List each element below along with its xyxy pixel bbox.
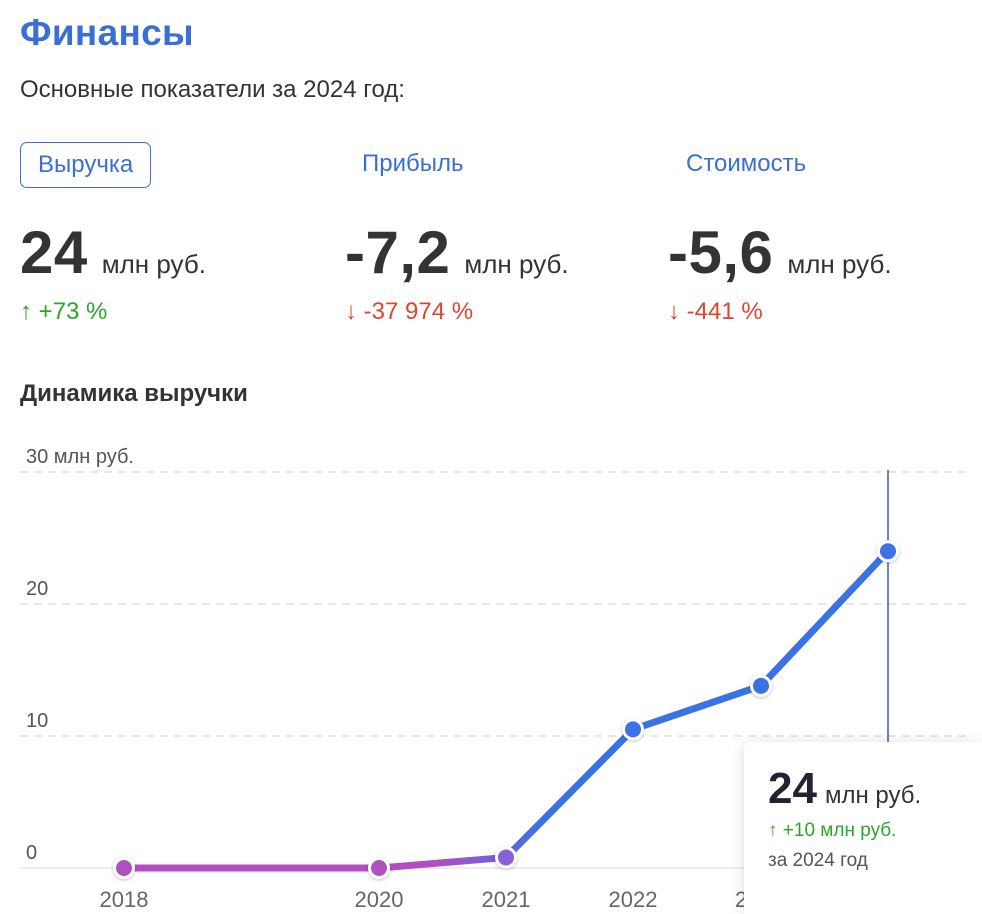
x-tick-label: 2018 — [100, 887, 149, 912]
data-point — [495, 846, 517, 869]
revenue-change-value: +73 % — [38, 298, 108, 325]
x-tick-label: 2020 — [355, 887, 404, 912]
page-subtitle: Основные показатели за 2024 год: — [20, 76, 405, 103]
value-unit: млн руб. — [787, 249, 892, 279]
series-line — [120, 547, 892, 872]
revenue-metric: 24 млн руб. — [20, 218, 206, 287]
tab-value[interactable]: Стоимость — [686, 150, 807, 177]
data-point — [750, 674, 772, 697]
y-tick-label: 20 — [26, 578, 48, 600]
profit-unit: млн руб. — [464, 249, 569, 279]
profit-change-value: -37 974 % — [363, 298, 474, 325]
profit-change: ↓ -37 974 % — [345, 298, 473, 326]
value-change: ↓ -441 % — [668, 298, 763, 326]
y-tick-label: 10 — [26, 710, 48, 732]
revenue-value: 24 — [20, 219, 88, 286]
value-change-value: -441 % — [686, 298, 763, 325]
arrow-down-icon: ↓ — [668, 298, 680, 325]
value-metric: -5,6 млн руб. — [668, 218, 892, 287]
tooltip-unit: млн руб. — [824, 782, 922, 809]
page-title: Финансы — [20, 12, 194, 53]
arrow-up-icon: ↑ — [20, 298, 32, 325]
chart-section-title: Динамика выручки — [20, 380, 248, 407]
tab-revenue[interactable]: Выручка — [20, 142, 152, 188]
data-point — [877, 540, 899, 563]
revenue-change: ↑ +73 % — [20, 298, 107, 326]
tooltip-change: ↑ +10 млн руб. — [768, 820, 982, 842]
value-value: -5,6 — [668, 219, 774, 286]
data-point — [368, 857, 390, 879]
arrow-up-icon: ↑ — [768, 820, 778, 841]
y-tick-label: 0 — [26, 842, 37, 864]
chart-tooltip: 24 млн руб. ↑ +10 млн руб. за 2024 год — [744, 742, 982, 914]
y-tick-label: 30 млн руб. — [26, 446, 134, 468]
profit-metric: -7,2 млн руб. — [345, 218, 569, 287]
data-point — [113, 857, 135, 879]
tab-profit[interactable]: Прибыль — [362, 150, 464, 177]
tooltip-value: 24 — [768, 764, 817, 813]
tooltip-period: за 2024 год — [768, 850, 868, 871]
profit-value: -7,2 — [345, 219, 451, 286]
x-tick-label: 2022 — [609, 887, 658, 912]
x-tick-label: 2021 — [482, 887, 531, 912]
revenue-unit: млн руб. — [101, 249, 206, 279]
tooltip-change-value: +10 млн руб. — [782, 820, 897, 841]
data-point — [622, 718, 644, 741]
arrow-down-icon: ↓ — [345, 298, 357, 325]
